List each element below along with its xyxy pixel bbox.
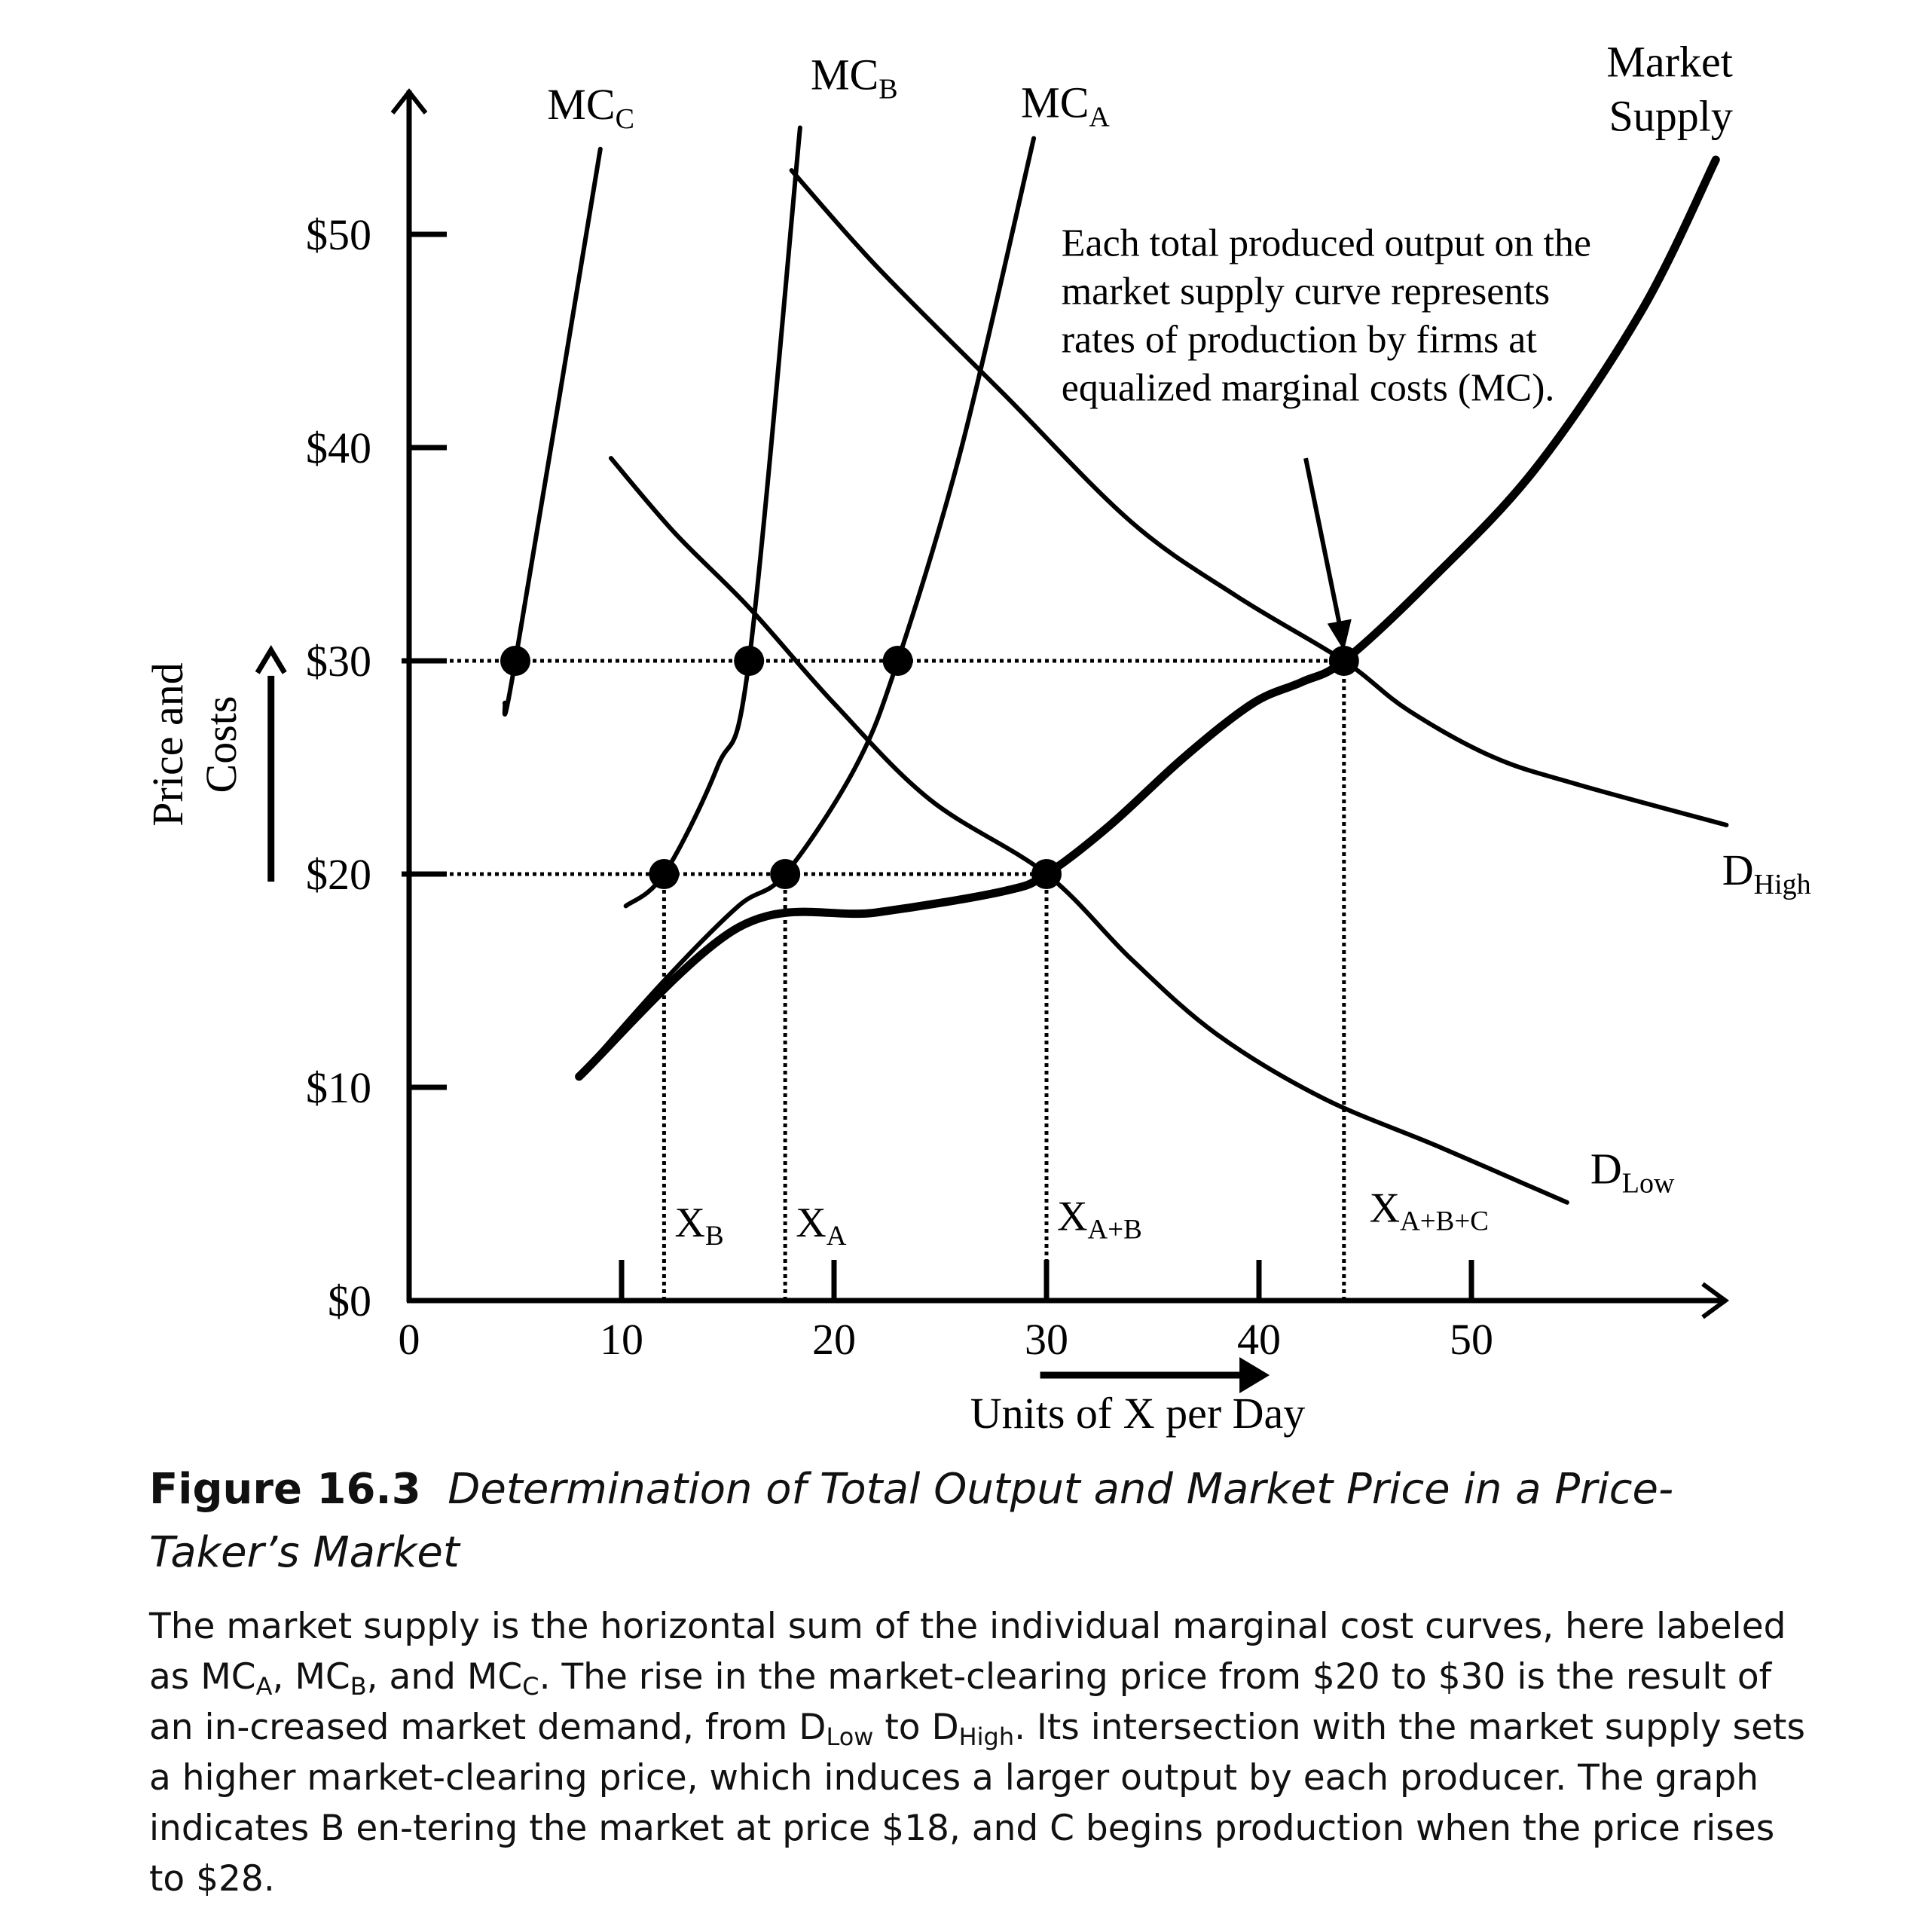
mc-c-curve (502, 146, 603, 717)
caption-sub-2: B (350, 1671, 367, 1701)
caption-text-2: , MC (272, 1656, 350, 1698)
mc-b-at-30 (734, 646, 765, 676)
y-tick-label: $50 (306, 210, 371, 259)
chart-labels: MCC MCB MCA Market Supply DLow DHigh XB XA XA+B XA… (547, 38, 1810, 1252)
guide-lines (402, 658, 1346, 1301)
figure-title: Figure 16.3 Determination of Total Outpu… (149, 1458, 1814, 1585)
mc-a-label: MCA (1021, 78, 1110, 133)
intersection-points (500, 646, 1359, 889)
mc-a-at-20 (770, 859, 801, 889)
x-tick-label: 30 (1025, 1315, 1068, 1364)
mc-c-at-30 (500, 646, 530, 676)
xb-label: XB (675, 1200, 724, 1252)
xab-label: XA+B (1057, 1194, 1142, 1246)
caption-sub-1: A (255, 1671, 273, 1701)
chart: $0 $10 $20 $30 $40 $50 0 10 20 30 40 50 Units of X p… (143, 38, 1811, 1438)
axes: $0 $10 $20 $30 $40 $50 0 10 20 30 40 50 Units of X p… (143, 88, 1730, 1438)
caption-text-6: . Its intersection with the market suppl… (149, 1707, 1805, 1900)
x-tick-label: 20 (812, 1315, 856, 1364)
figure-caption: The market supply is the horizontal sum … (149, 1601, 1814, 1904)
annotation-line: Each total produced output on the (1062, 222, 1591, 264)
mc-b-at-20 (649, 859, 680, 889)
supply-dhigh-equilibrium (1328, 646, 1359, 676)
d-low-label: DLow (1590, 1144, 1675, 1199)
annotation-arrowhead (1327, 619, 1352, 651)
annotation-line: equalized marginal costs (MC). (1062, 366, 1555, 409)
x-tick-label: 50 (1450, 1315, 1493, 1364)
market-supply-curve (575, 155, 1720, 1081)
supply-dlow-equilibrium (1031, 859, 1062, 889)
caption-text-1: The market supply is the horizontal sum … (149, 1606, 1786, 1698)
x-tick-label: 10 (600, 1315, 643, 1364)
y-axis-arrowhead (390, 88, 428, 115)
caption-text-3: , and MC (366, 1656, 523, 1698)
x-axis-arrowhead (1701, 1282, 1730, 1319)
y-tick-label: $10 (306, 1063, 371, 1112)
mc-b-label: MCB (811, 50, 898, 105)
xabc-label: XA+B+C (1370, 1185, 1489, 1237)
caption-sub-4: Low (826, 1722, 874, 1751)
caption-sub-3: C (522, 1671, 539, 1701)
d-low-curve (608, 456, 1569, 1205)
figure-title-text: Determination of Total Output and Market… (149, 1465, 1674, 1577)
quantity-increase-arrowhead (1239, 1357, 1270, 1394)
mc-b-curve (623, 125, 802, 909)
market-supply-label-line2: Supply (1609, 92, 1732, 141)
mc-a-curve (576, 136, 1037, 1079)
y-axis-title-line2: Costs (197, 696, 246, 793)
y-tick-label: $0 (328, 1276, 371, 1325)
annotation-arrow (1303, 457, 1343, 632)
figure-number: Figure 16.3 (149, 1465, 421, 1514)
d-high-curve (789, 168, 1729, 827)
market-supply-label: Market (1606, 38, 1733, 87)
x-axis-title: Units of X per Day (970, 1389, 1306, 1438)
x-tick-label: 40 (1237, 1315, 1281, 1364)
mc-a-at-30 (882, 646, 913, 676)
annotation-line: market supply curve represents (1062, 270, 1550, 313)
xa-label: XA (796, 1200, 846, 1252)
y-tick-label: $20 (306, 850, 371, 899)
d-high-label: DHigh (1722, 845, 1811, 900)
caption-text-4: . The rise in the market-clearing price … (149, 1656, 1772, 1748)
caption-text-5: to D (873, 1707, 959, 1748)
y-axis-title-line1: Price and (143, 662, 192, 826)
annotation-line: rates of production by firms at (1062, 318, 1538, 361)
y-tick-label: $30 (306, 637, 371, 686)
caption-sub-5: High (958, 1722, 1015, 1751)
price-increase-arrowhead (255, 645, 287, 674)
y-tick-label: $40 (306, 423, 371, 472)
mc-c-label: MCC (547, 80, 634, 135)
x-tick-label: 0 (399, 1315, 420, 1364)
